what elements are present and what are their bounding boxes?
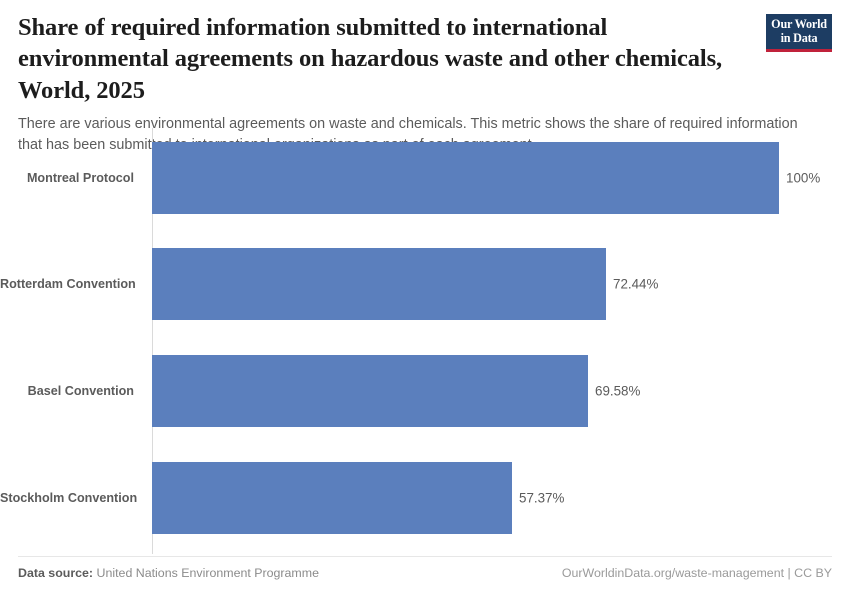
data-source: Data source: United Nations Environment … bbox=[18, 566, 319, 580]
footer-divider bbox=[18, 556, 832, 557]
attribution-link[interactable]: OurWorldinData.org/waste-management | CC… bbox=[561, 566, 832, 580]
category-label: Rotterdam Convention bbox=[0, 277, 136, 291]
bar-row[interactable]: Basel Convention 69.58% bbox=[0, 355, 850, 427]
category-label: Basel Convention bbox=[27, 384, 134, 398]
page-title: Share of required information submitted … bbox=[18, 14, 723, 104]
data-source-value: United Nations Environment Programme bbox=[96, 566, 319, 580]
chart-footer: Data source: United Nations Environment … bbox=[0, 566, 850, 580]
bar-row[interactable]: Montreal Protocol 100% bbox=[0, 142, 850, 214]
y-axis-line bbox=[152, 128, 153, 554]
bar-basel-convention[interactable] bbox=[152, 355, 588, 427]
category-label: Montreal Protocol bbox=[26, 171, 134, 185]
bar-chart: Montreal Protocol 100% Rotterdam Convent… bbox=[0, 128, 850, 554]
header-row: Share of required information submitted … bbox=[18, 12, 832, 106]
bar-row[interactable]: Rotterdam Convention 72.44% bbox=[0, 248, 850, 320]
data-source-label: Data source: bbox=[18, 566, 94, 580]
title-block: Share of required information submitted … bbox=[18, 12, 738, 106]
bar-value-label: 57.37% bbox=[519, 490, 565, 506]
bar-stockholm-convention[interactable] bbox=[152, 462, 512, 534]
bar-value-label: 100% bbox=[786, 170, 821, 186]
bar-row[interactable]: Stockholm Convention 57.37% bbox=[0, 462, 850, 534]
our-world-in-data-logo[interactable]: Our World in Data bbox=[766, 14, 832, 53]
bar-rotterdam-convention[interactable] bbox=[152, 248, 606, 320]
category-label: Stockholm Convention bbox=[0, 491, 138, 505]
logo-line-2: in Data bbox=[780, 30, 818, 45]
bar-montreal-protocol[interactable] bbox=[152, 142, 779, 214]
logo-line-1: Our World bbox=[771, 17, 827, 31]
bar-value-label: 69.58% bbox=[595, 383, 641, 399]
bar-value-label: 72.44% bbox=[613, 276, 659, 292]
